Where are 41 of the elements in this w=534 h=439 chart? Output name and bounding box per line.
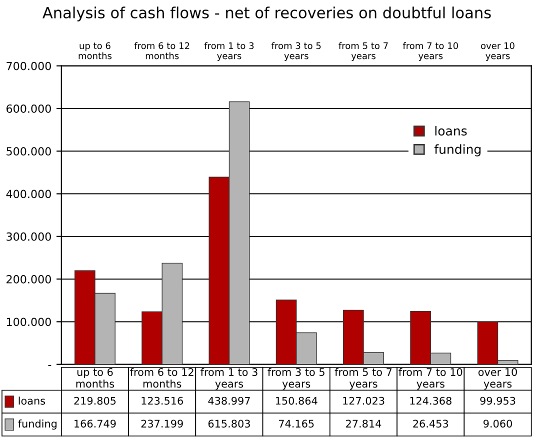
x-tick-label: from 7 to 10 years xyxy=(398,368,462,390)
category-label: from 5 to 7 years xyxy=(338,42,388,61)
data-label: 219.805 xyxy=(74,396,116,405)
x-tick-label: from 1 to 3 years xyxy=(200,368,258,390)
x-tick-label: from 6 to 12 months xyxy=(130,368,194,388)
y-tick-label: 500.000 xyxy=(6,147,51,156)
y-tick-label: 300.000 xyxy=(6,232,51,241)
text: funding xyxy=(18,420,57,430)
chart-title: Analysis of cash flows - net of recoveries on doubtful loans xyxy=(42,6,491,22)
data-label: 27.814 xyxy=(346,420,382,428)
y-tick-label: - xyxy=(48,365,52,366)
category-label: from 1 to 3 years xyxy=(204,42,254,61)
y-tick-label: 100.000 xyxy=(6,318,51,326)
data-label: 9.060 xyxy=(484,420,512,428)
y-tick-label: 400.000 xyxy=(6,190,51,198)
x-tick-label: from 5 to 7 years xyxy=(334,368,392,390)
data-label: 150.864 xyxy=(276,396,318,405)
data-label: 74.165 xyxy=(279,420,314,428)
data-label: 127.023 xyxy=(343,396,384,405)
data-label: 237.199 xyxy=(141,420,183,428)
category-label: up to 6 months xyxy=(78,42,112,60)
category-label: from 3 to 5 years xyxy=(271,42,321,61)
legend-label: loans xyxy=(435,126,467,136)
category-label: from 6 to 12 months xyxy=(134,42,190,60)
category-label: over 10 years xyxy=(481,42,514,61)
x-tick-label: over 10 years xyxy=(478,368,517,390)
category-label: from 7 to 10 years xyxy=(402,42,458,61)
data-label: 615.803 xyxy=(208,420,250,428)
data-label: 166.749 xyxy=(74,420,116,428)
data-label: 123.516 xyxy=(142,396,183,405)
data-label: 438.997 xyxy=(208,396,250,405)
y-tick-label: 600.000 xyxy=(6,104,51,113)
data-label: 99.953 xyxy=(480,396,516,405)
y-tick-label: 200.000 xyxy=(6,275,51,284)
data-label: 124.368 xyxy=(410,396,452,405)
y-tick-label: 700.000 xyxy=(6,62,51,70)
legend-label: funding xyxy=(434,144,481,156)
x-tick-label: from 3 to 5 years xyxy=(268,368,324,390)
text: loans xyxy=(18,396,46,405)
data-label: 26.453 xyxy=(413,420,448,428)
x-tick-label: up to 6 months xyxy=(76,368,114,388)
